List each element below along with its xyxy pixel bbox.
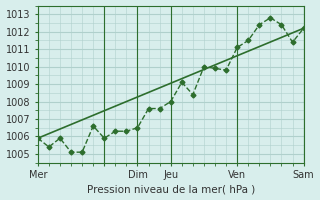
X-axis label: Pression niveau de la mer( hPa ): Pression niveau de la mer( hPa ) xyxy=(87,184,255,194)
